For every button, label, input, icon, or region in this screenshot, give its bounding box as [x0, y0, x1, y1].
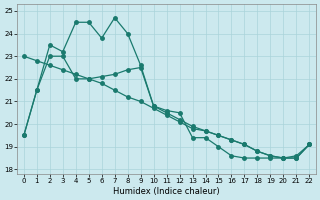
X-axis label: Humidex (Indice chaleur): Humidex (Indice chaleur)	[113, 187, 220, 196]
